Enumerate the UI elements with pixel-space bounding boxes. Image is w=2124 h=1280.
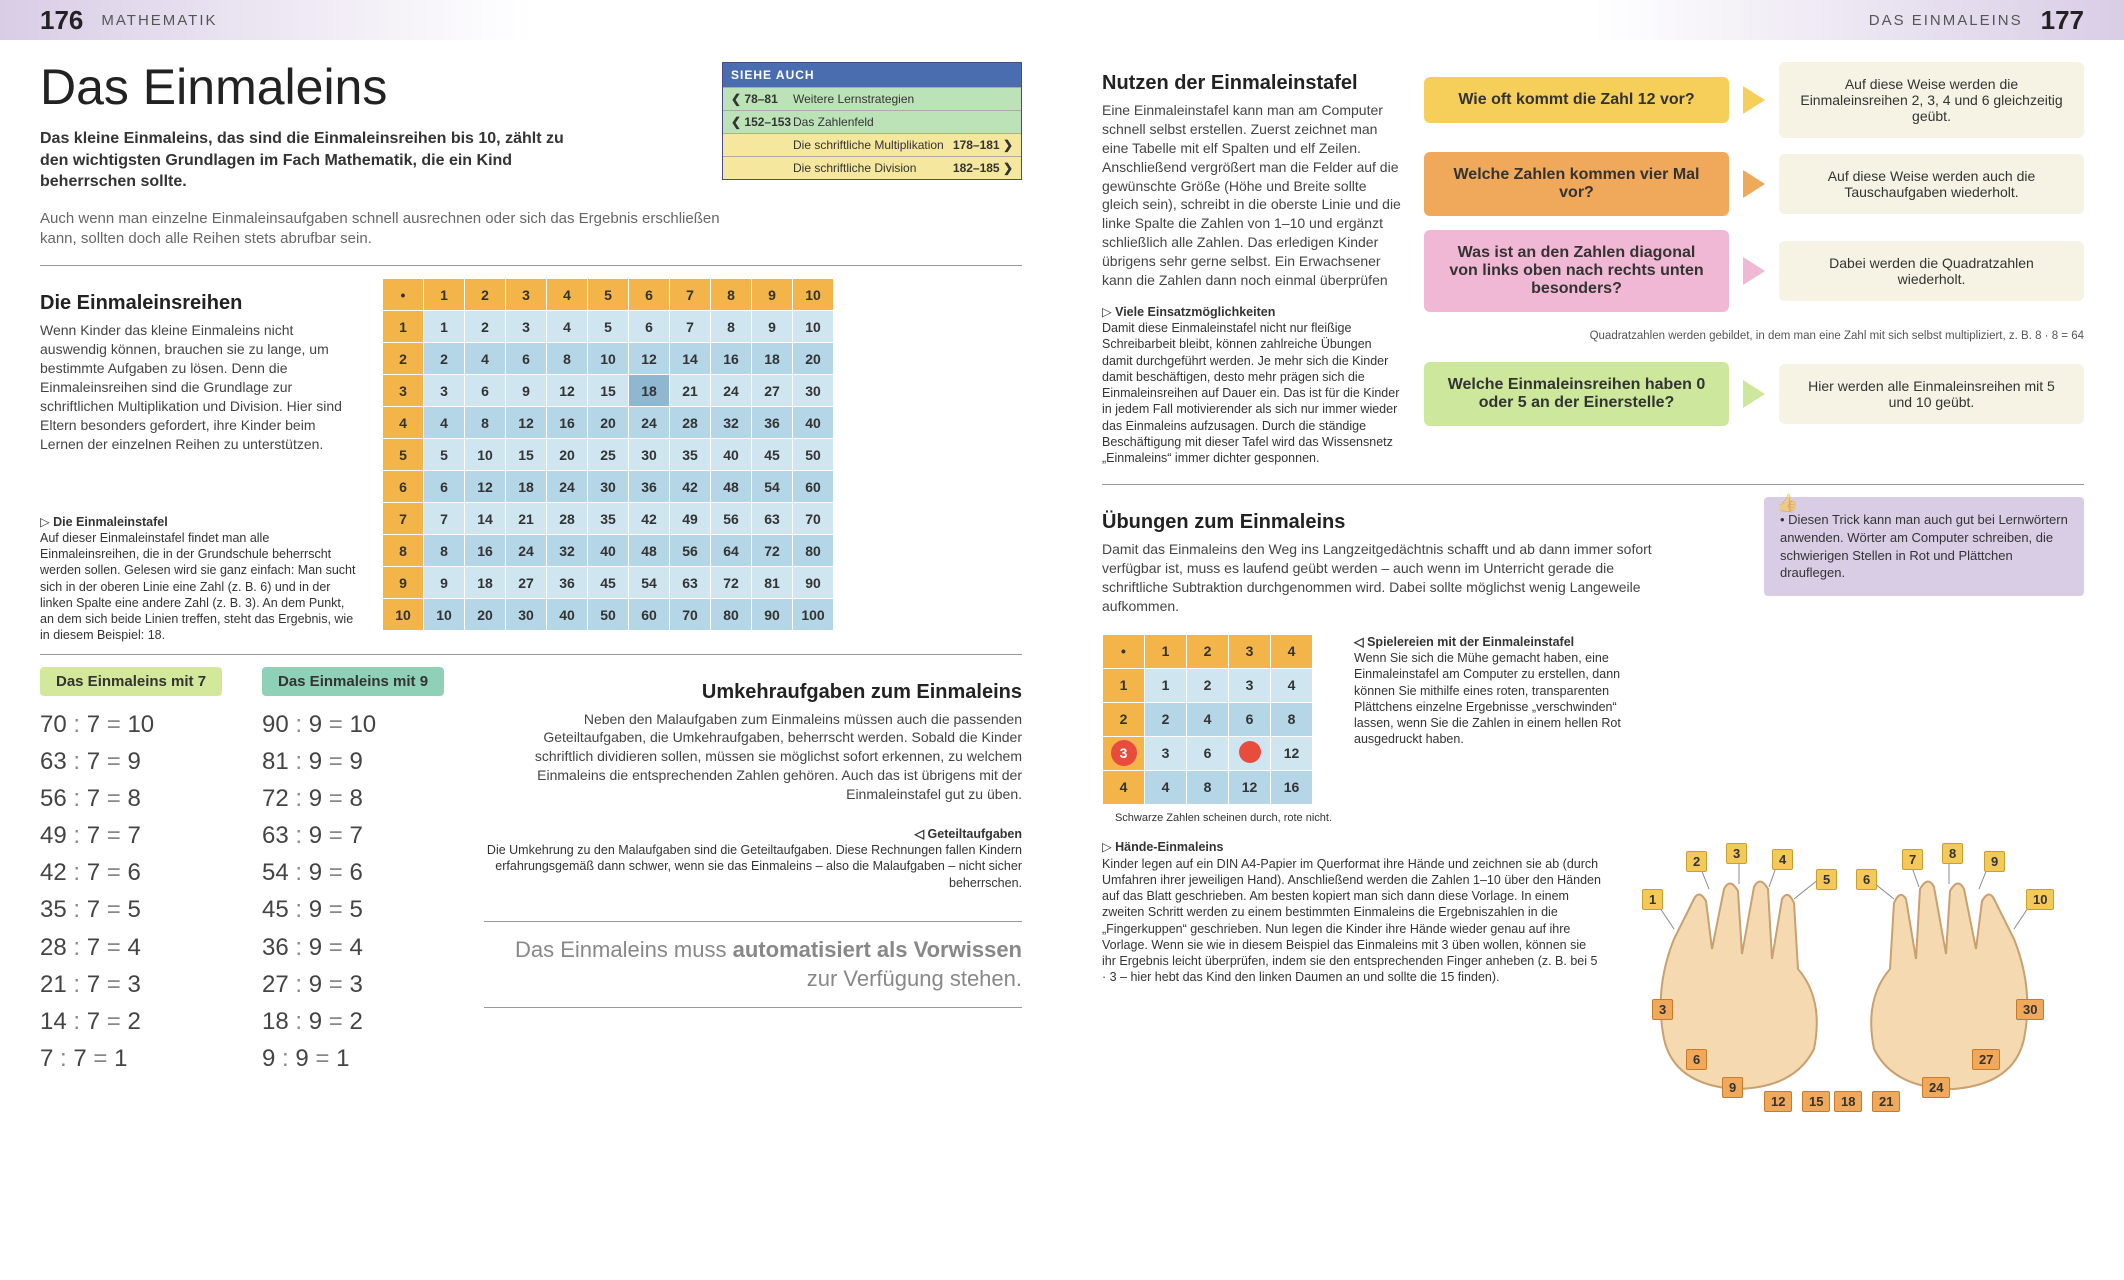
callout-row: Was ist an den Zahlen diagonal von links…: [1424, 230, 2084, 312]
heading-umkehr: Umkehraufgaben zum Einmaleins: [484, 681, 1022, 704]
umkehr-body: Neben den Malaufgaben zum Einmaleins müs…: [484, 710, 1022, 804]
section-label: MATHEMATIK: [101, 12, 217, 29]
callout-question: Welche Einmaleinsreihen haben 0 oder 5 a…: [1424, 362, 1729, 426]
hand-bottom-label: 12: [1764, 1091, 1792, 1112]
hand-bottom-label: 24: [1922, 1077, 1950, 1098]
see-also-header: SIEHE AUCH: [723, 63, 1021, 87]
nutzen-body: Eine Einmaleinstafel kann man am Compute…: [1102, 101, 1402, 290]
hand-bottom-label: 9: [1722, 1077, 1743, 1098]
arrow-icon: [1743, 257, 1765, 285]
caption-tafel: Die Einmaleinstafel: [40, 514, 360, 530]
see-also-row: ❮ 78–81Weitere Lernstrategien: [723, 87, 1021, 110]
hand-top-label: 1: [1642, 889, 1663, 910]
hand-top-label: 7: [1902, 849, 1923, 870]
hand-top-label: 9: [1984, 851, 2005, 872]
callout-question: Welche Zahlen kommen vier Mal vor?: [1424, 152, 1729, 216]
small-mult-table: •12341123422468336124481216: [1102, 634, 1313, 805]
quadrat-note: Quadratzahlen werden gebildet, in dem ma…: [1424, 326, 2084, 348]
hands-diagram: 1234567891036912151821242730: [1624, 839, 2064, 1119]
arrow-icon: [1743, 170, 1765, 198]
callout-row: Welche Einmaleinsreihen haben 0 oder 5 a…: [1424, 362, 2084, 426]
divider: [40, 654, 1022, 655]
caption-spiel: Spielereien mit der Einmaleinstafel: [1354, 634, 1634, 650]
page-177: DAS EINMALEINS 177 Nutzen der Einmaleins…: [1062, 0, 2124, 1280]
div9-header: Das Einmaleins mit 9: [262, 667, 444, 696]
callout-answer: Hier werden alle Einmaleinsreihen mit 5 …: [1779, 364, 2084, 424]
caption-spiel-body: Wenn Sie sich die Mühe gemacht haben, ei…: [1354, 650, 1634, 748]
caption-tafel-body: Auf dieser Einmaleinstafel findet man al…: [40, 530, 360, 644]
quote: Das Einmaleins muss automatisiert als Vo…: [484, 921, 1022, 1008]
heading-nutzen: Nutzen der Einmaleinstafel: [1102, 72, 1402, 95]
section-label: DAS EINMALEINS: [1869, 12, 2023, 29]
intro-bold: Das kleine Einmaleins, das sind die Einm…: [40, 128, 580, 193]
caption-hand: Hände-Einmaleins: [1102, 839, 1602, 855]
heading-rows: Die Einmaleinsreihen: [40, 292, 360, 315]
see-also-row: Die schriftliche Multiplikation178–181 ❯: [723, 133, 1021, 156]
hand-top-label: 3: [1726, 843, 1747, 864]
intro-regular: Auch wenn man einzelne Einmaleinsaufgabe…: [40, 209, 760, 250]
hand-top-label: 10: [2026, 889, 2054, 910]
hands-svg: [1624, 839, 2064, 1119]
arrow-icon: [1743, 380, 1765, 408]
hand-bottom-label: 18: [1834, 1091, 1862, 1112]
caption-geteilt: Geteiltaufgaben: [484, 826, 1022, 842]
hand-bottom-label: 3: [1652, 999, 1673, 1020]
divider: [40, 265, 1022, 266]
arrow-note: Schwarze Zahlen scheinen durch, rote nic…: [1102, 811, 1332, 825]
heading-uebungen: Übungen zum Einmaleins: [1102, 511, 1742, 534]
callout-answer: Dabei werden die Quadratzahlen wiederhol…: [1779, 241, 2084, 301]
see-also-box: SIEHE AUCH ❮ 78–81Weitere Lernstrategien…: [722, 62, 1022, 180]
hand-top-label: 2: [1686, 851, 1707, 872]
hand-bottom-label: 30: [2016, 999, 2044, 1020]
hand-top-label: 8: [1942, 843, 1963, 864]
caption-viele-body: Damit diese Einmaleinstafel nicht nur fl…: [1102, 320, 1402, 466]
division-list-9: 90 : 9 = 1081 : 9 = 972 : 9 = 863 : 9 = …: [262, 706, 462, 1078]
running-head-left: 176 MATHEMATIK: [0, 0, 1062, 40]
rows-body: Wenn Kinder das kleine Einmaleins nicht …: [40, 321, 360, 453]
hand-top-label: 6: [1856, 869, 1877, 890]
see-also-row: Die schriftliche Division182–185 ❯: [723, 156, 1021, 179]
hand-top-label: 4: [1772, 849, 1793, 870]
page-number: 176: [40, 5, 83, 36]
callout-question: Wie oft kommt die Zahl 12 vor?: [1424, 77, 1729, 123]
callout-question: Was ist an den Zahlen diagonal von links…: [1424, 230, 1729, 312]
callout-answer: Auf diese Weise werden die Einmaleinsrei…: [1779, 62, 2084, 138]
arrow-icon: [1743, 86, 1765, 114]
page-number: 177: [2041, 5, 2084, 36]
running-head-right: DAS EINMALEINS 177: [1062, 0, 2124, 40]
hand-bottom-label: 6: [1686, 1049, 1707, 1070]
caption-hand-body: Kinder legen auf ein DIN A4-Papier im Qu…: [1102, 856, 1602, 986]
hand-bottom-label: 15: [1802, 1091, 1830, 1112]
hand-top-label: 5: [1816, 869, 1837, 890]
callout-grid: Wie oft kommt die Zahl 12 vor? Auf diese…: [1424, 62, 2084, 426]
tip-box: • Diesen Trick kann man auch gut bei Ler…: [1764, 497, 2084, 595]
divider: [1102, 484, 2084, 485]
see-also-row: ❮ 152–153Das Zahlenfeld: [723, 110, 1021, 133]
uebungen-body: Damit das Einmaleins den Weg ins Langzei…: [1102, 540, 1662, 616]
hand-bottom-label: 21: [1872, 1091, 1900, 1112]
page-176: 176 MATHEMATIK Das Einmaleins Das kleine…: [0, 0, 1062, 1280]
callout-answer: Auf diese Weise werden auch die Tauschau…: [1779, 154, 2084, 214]
division-list-7: 70 : 7 = 1063 : 7 = 956 : 7 = 849 : 7 = …: [40, 706, 240, 1078]
callout-row: Wie oft kommt die Zahl 12 vor? Auf diese…: [1424, 62, 2084, 138]
div7-header: Das Einmaleins mit 7: [40, 667, 222, 696]
hand-bottom-label: 27: [1972, 1049, 2000, 1070]
callout-row: Welche Zahlen kommen vier Mal vor? Auf d…: [1424, 152, 2084, 216]
multiplication-table: •123456789101123456789102246810121416182…: [382, 278, 834, 631]
caption-viele: Viele Einsatzmöglichkeiten: [1102, 304, 1402, 320]
caption-geteilt-body: Die Umkehrung zu den Malaufgaben sind di…: [484, 842, 1022, 891]
